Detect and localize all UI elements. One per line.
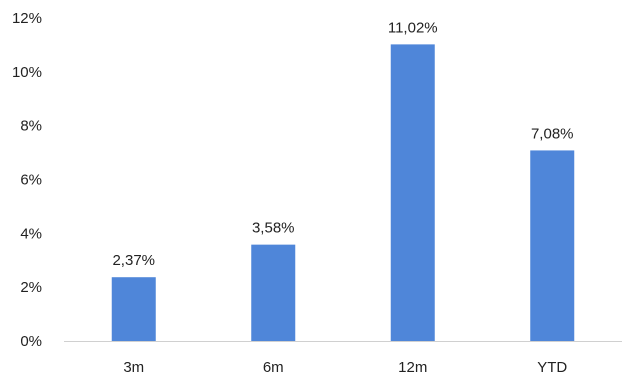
y-tick-label: 2%: [20, 279, 42, 296]
bar-12m: [390, 44, 435, 342]
x-tick-label: YTD: [537, 359, 567, 376]
x-tick-label: 3m: [123, 359, 144, 376]
y-tick-label: 8%: [20, 118, 42, 135]
y-tick-label: 4%: [20, 225, 42, 242]
data-label: 2,37%: [112, 252, 155, 269]
y-tick-label: 0%: [20, 333, 42, 350]
y-tick-label: 12%: [12, 10, 42, 27]
bars-group: [111, 44, 575, 342]
data-label: 7,08%: [531, 125, 574, 142]
bar-ytd: [530, 150, 575, 341]
data-label: 11,02%: [388, 19, 438, 36]
x-axis-ticks: 3m 6m 12m YTD: [123, 359, 567, 376]
bar-6m: [251, 244, 296, 341]
x-tick-label: 6m: [263, 359, 284, 376]
y-tick-label: 6%: [20, 172, 42, 189]
x-tick-label: 12m: [398, 359, 427, 376]
y-tick-label: 10%: [12, 64, 42, 81]
data-labels-group: 2,37% 3,58% 11,02% 7,08%: [112, 19, 573, 269]
y-axis-ticks: 0% 2% 4% 6% 8% 10% 12%: [12, 10, 42, 350]
bar-3m: [111, 277, 156, 341]
data-label: 3,58%: [252, 220, 295, 237]
